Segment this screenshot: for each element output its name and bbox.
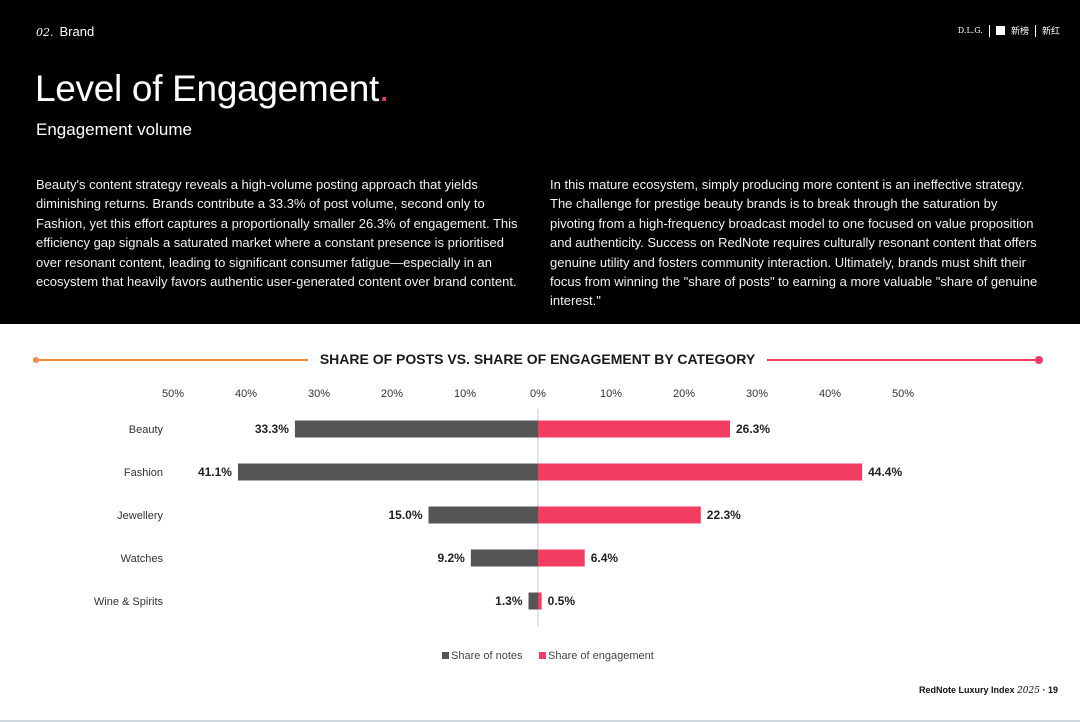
category-label: Fashion: [124, 467, 163, 479]
share-of-notes-bar: [470, 549, 538, 567]
footer-label: RedNote Luxury Index: [919, 685, 1015, 695]
footer-page-number: · 19: [1042, 685, 1058, 695]
legend-swatch-notes: [442, 652, 449, 659]
section-name: Brand: [59, 24, 95, 39]
data-label: 33.3%: [255, 422, 289, 436]
x-tick-label: 30%: [746, 388, 768, 400]
page-subtitle: Engagement volume: [36, 120, 192, 139]
section-number: 02.: [36, 26, 54, 39]
share-of-notes-bar: [528, 592, 538, 610]
page-footer: RedNote Luxury Index 2025 · 19: [919, 685, 1058, 696]
share-of-engagement-bar: [538, 549, 585, 567]
x-tick-label: 20%: [381, 388, 403, 400]
share-of-notes-bar: [428, 506, 538, 524]
section-label: 02. Brand: [36, 24, 94, 39]
heading-dot-right: [1035, 356, 1043, 364]
data-label: 26.3%: [736, 422, 770, 436]
page-title-text: Level of Engagement: [35, 68, 379, 109]
heading-rule-left: [36, 359, 308, 361]
data-label: 44.4%: [868, 465, 902, 479]
data-label: 0.5%: [548, 594, 576, 608]
x-tick-label: 0%: [530, 388, 546, 400]
x-tick-label: 40%: [819, 388, 841, 400]
share-of-notes-bar: [237, 463, 538, 481]
x-tick-label: 50%: [162, 388, 184, 400]
data-label: 15.0%: [388, 508, 422, 522]
logo-divider: [988, 24, 990, 37]
chart-heading: SHARE OF POSTS VS. SHARE OF ENGAGEMENT B…: [33, 350, 1044, 370]
footer-year: 2025: [1017, 686, 1040, 696]
data-label: 1.3%: [495, 594, 523, 608]
category-label: Beauty: [129, 424, 164, 436]
x-tick-label: 10%: [454, 388, 476, 400]
dlg-logo: D.L.G.: [957, 25, 983, 35]
legend-label: Share of notes: [451, 650, 523, 662]
category-label: Wine & Spirits: [94, 596, 164, 608]
logo-divider: [1034, 24, 1036, 37]
share-of-notes-bar: [294, 420, 538, 438]
heading-dot-left: [33, 357, 39, 363]
xinbang-icon: [995, 26, 1005, 35]
share-of-engagement-bar: [538, 420, 730, 438]
share-of-engagement-bar: [538, 592, 542, 610]
category-label: Watches: [121, 553, 164, 565]
page-title-dot: .: [379, 68, 389, 109]
heading-rule-right: [767, 359, 1039, 361]
category-label: Jewellery: [117, 510, 163, 522]
share-of-engagement-bar: [538, 463, 863, 481]
intro-paragraph-left: Beauty's content strategy reveals a high…: [36, 177, 518, 290]
data-label: 9.2%: [437, 551, 465, 565]
x-tick-label: 30%: [308, 388, 330, 400]
data-label: 6.4%: [591, 551, 619, 565]
x-tick-label: 40%: [235, 388, 257, 400]
header-band: 02. Brand D.L.G. 新榜 新红 Level of Engagemen…: [0, 0, 1080, 324]
legend-swatch-engagement: [539, 652, 546, 659]
x-tick-label: 50%: [892, 388, 914, 400]
intro-paragraph-right: In this mature ecosystem, simply produci…: [550, 177, 1038, 309]
xinbang-logo: 新榜: [1010, 26, 1029, 36]
share-of-engagement-bar: [538, 506, 701, 524]
x-tick-label: 10%: [600, 388, 622, 400]
partner-logos: D.L.G. 新榜 新红: [958, 24, 1060, 37]
page-title: Level of Engagement.: [35, 68, 389, 110]
x-tick-label: 20%: [673, 388, 695, 400]
page-edge: [0, 720, 1080, 722]
data-label: 22.3%: [707, 508, 741, 522]
legend-label: Share of engagement: [548, 650, 654, 662]
diverging-bar-chart: 50% 40% 30% 20% 10% 0% 10% 20% 30% 40% 50% Beauty 33…: [94, 388, 914, 662]
chart-title: SHARE OF POSTS VS. SHARE OF ENGAGEMENT B…: [319, 351, 756, 367]
data-label: 41.1%: [198, 465, 232, 479]
xinhong-logo: 新红: [1041, 26, 1060, 36]
